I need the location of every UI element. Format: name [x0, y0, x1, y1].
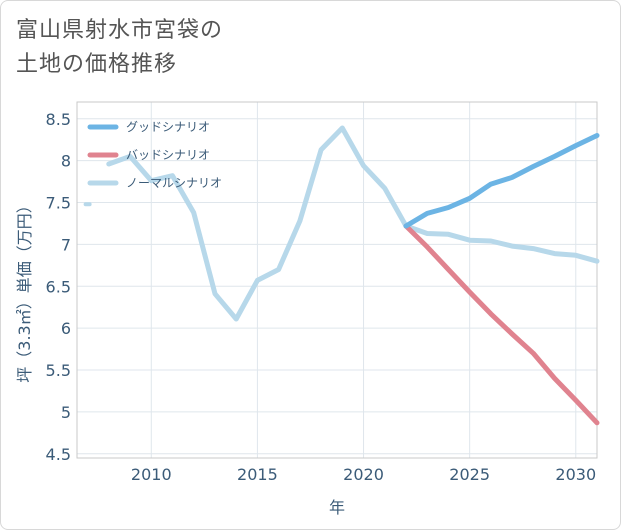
y-tick-label: 5	[61, 403, 71, 422]
y-axis-label: 坪（3.3㎡）単価（万円）	[15, 197, 34, 382]
legend-normal-scenario[interactable]: ノーマルシナリオ	[87, 176, 222, 190]
legend-label: ノーマルシナリオ	[126, 176, 222, 190]
y-tick-label: 8.5	[46, 110, 71, 129]
good-scenario-line	[403, 133, 600, 229]
series-layer	[83, 125, 600, 426]
legend-good-scenario[interactable]: グッドシナリオ	[87, 120, 210, 134]
y-tick-label: 7	[61, 235, 71, 254]
y-tick-label: 6.5	[46, 277, 71, 296]
legend-bad-scenario[interactable]: バッドシナリオ	[87, 148, 210, 162]
x-tick-label: 2020	[343, 465, 384, 484]
y-tick-label: 7.5	[46, 194, 71, 213]
y-tick-label: 8	[61, 152, 71, 171]
bad-scenario-line	[403, 223, 600, 426]
x-tick-label: 2025	[449, 465, 490, 484]
y-tick-label: 4.5	[46, 445, 71, 464]
x-axis-ticks: 2010 2015 2020 2025 2030	[131, 465, 596, 484]
legend-label: バッドシナリオ	[126, 148, 210, 162]
chart-title-line1: 富山県射水市宮袋の	[16, 18, 224, 43]
grid-lines	[77, 102, 597, 458]
legend-label: グッドシナリオ	[126, 120, 210, 134]
plot-area	[76, 101, 598, 459]
chart-title: 富山県射水市宮袋の 土地の価格推移	[16, 14, 223, 82]
normal-scenario-line	[106, 125, 600, 322]
y-tick-label: 5.5	[46, 361, 71, 380]
chart-title-line2: 土地の価格推移	[16, 52, 178, 77]
y-axis-ticks: 4.5 5 5.5 6 6.5 7 7.5 8 8.5	[46, 110, 71, 464]
x-tick-label: 2030	[555, 465, 596, 484]
x-axis-label: 年	[329, 498, 345, 517]
x-tick-label: 2015	[237, 465, 278, 484]
y-tick-label: 6	[61, 319, 71, 338]
x-tick-label: 2010	[131, 465, 172, 484]
